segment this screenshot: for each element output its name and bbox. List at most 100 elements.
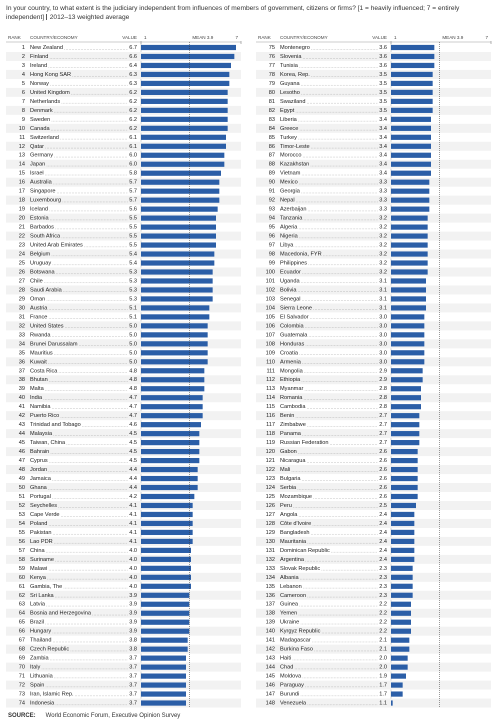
value-label: 5.1 — [129, 314, 137, 320]
value-label: 4.0 — [129, 566, 137, 572]
bar — [141, 440, 200, 446]
country-label: Lesotho — [280, 90, 300, 96]
bar — [391, 628, 411, 634]
chart-subtitle: 2012–13 weighted average — [49, 13, 130, 21]
country-label: Japan — [30, 162, 45, 168]
bar — [141, 395, 203, 401]
value-label: 3.0 — [379, 359, 387, 365]
rank: 19 — [19, 207, 25, 213]
country-label: Taiwan, China — [30, 440, 66, 446]
country-label: Oman — [30, 296, 45, 302]
value-label: 3.6 — [379, 45, 387, 51]
value-label: 6.2 — [129, 126, 137, 132]
country-label: Nigeria — [280, 234, 299, 240]
country-label: Singapore — [30, 189, 56, 195]
row-shade — [256, 285, 491, 295]
row-shade — [256, 249, 491, 259]
country-label: Thailand — [30, 638, 51, 644]
country-label: United States — [30, 323, 64, 329]
bar — [391, 529, 415, 536]
country-label: Germany — [30, 153, 53, 159]
country-label: Swaziland — [280, 99, 306, 105]
value-label: 2.9 — [379, 368, 387, 374]
bar — [391, 89, 433, 95]
rank: 45 — [19, 440, 25, 446]
country-label: Tunisia — [280, 63, 299, 69]
country-label: Ghana — [30, 485, 48, 491]
bar — [141, 116, 228, 122]
row-shade — [256, 213, 491, 223]
value-label: 5.3 — [129, 287, 137, 293]
country-label: Libya — [280, 243, 294, 249]
bar — [391, 574, 413, 580]
rank: 11 — [19, 135, 25, 141]
row-shade — [256, 447, 491, 457]
value-label: 5.1 — [129, 305, 137, 311]
value-label: 3.2 — [379, 252, 387, 258]
country-label: Slovak Republic — [280, 566, 320, 572]
country-label: Saudi Arabia — [30, 287, 63, 293]
bar — [141, 664, 186, 670]
row-shade — [256, 141, 491, 151]
rank: 102 — [266, 287, 275, 293]
country-label: China — [30, 548, 46, 554]
country-label: Timor-Leste — [280, 144, 310, 150]
country-label: Ecuador — [280, 269, 301, 275]
bar — [391, 395, 421, 401]
bar — [141, 673, 186, 679]
country-label: Georgia — [280, 189, 301, 195]
value-label: 5.7 — [129, 180, 137, 186]
country-label: Gabon — [280, 449, 297, 455]
rank: 83 — [269, 117, 275, 123]
value-label: 2.0 — [379, 656, 387, 662]
bar — [141, 359, 208, 365]
rank: 129 — [266, 530, 275, 536]
bar — [391, 215, 428, 221]
bar — [391, 511, 415, 518]
value-label: 6.1 — [129, 135, 137, 141]
country-label: Switzerland — [30, 135, 59, 141]
row-shade — [256, 500, 491, 510]
value-label: 3.8 — [129, 638, 137, 644]
value-label: 3.5 — [379, 108, 387, 114]
rank: 79 — [269, 81, 275, 87]
value-label: 3.0 — [379, 314, 387, 320]
bar — [391, 206, 430, 212]
value-label: 4.8 — [129, 377, 137, 383]
bar — [141, 197, 220, 203]
value-label: 2.8 — [379, 395, 387, 401]
country-label: Honduras — [280, 341, 304, 347]
bar — [391, 673, 406, 679]
bar — [141, 637, 188, 643]
country-label: Czech Republic — [30, 647, 69, 653]
value-label: 4.5 — [129, 440, 137, 446]
bar — [141, 269, 213, 275]
country-label: Rwanda — [30, 332, 51, 338]
value-label: 3.3 — [379, 207, 387, 213]
bar — [141, 682, 186, 688]
value-label: 4.8 — [129, 386, 137, 392]
value-label: 2.6 — [379, 485, 387, 491]
row-shade — [6, 465, 241, 475]
row-shade — [256, 87, 491, 97]
rank: 72 — [19, 683, 25, 689]
rank: 5 — [22, 81, 25, 87]
rank: 126 — [266, 503, 275, 509]
value-label: 6.0 — [129, 153, 137, 159]
bar — [141, 520, 193, 527]
rank: 77 — [269, 63, 275, 69]
rank: 138 — [266, 611, 275, 617]
bar — [391, 502, 416, 509]
value-label: 4.6 — [129, 422, 137, 428]
country-label: Sri Lanka — [30, 593, 55, 599]
bar — [391, 556, 415, 562]
value-label: 6.1 — [129, 144, 137, 150]
rank: 97 — [269, 243, 275, 249]
x-tick-label: 7 — [485, 35, 488, 40]
country-label: Cameroon — [280, 593, 306, 599]
country-label: Uganda — [280, 278, 300, 284]
value-label: 3.4 — [379, 171, 387, 177]
value-label: 2.1 — [379, 647, 387, 653]
country-label: Mexico — [280, 180, 298, 186]
column-header: COUNTRY/ECONOMY — [30, 35, 78, 40]
